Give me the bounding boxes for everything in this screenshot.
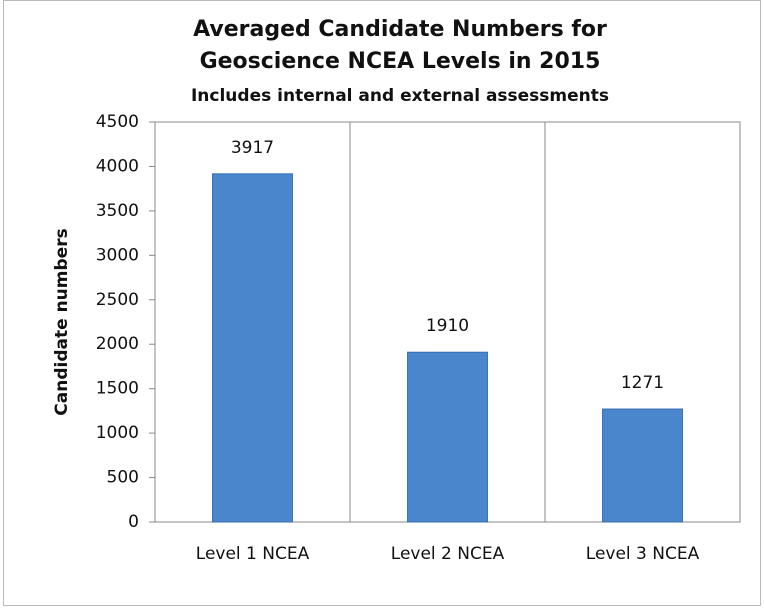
y-tick-label: 500 — [107, 468, 139, 488]
value-label: 3917 — [231, 138, 274, 158]
x-tick-label: Level 2 NCEA — [391, 544, 505, 564]
y-tick-label: 0 — [128, 512, 139, 532]
y-tick-label: 4000 — [96, 156, 139, 176]
chart-subtitle: Includes internal and external assessmen… — [190, 86, 610, 106]
y-tick-label: 1000 — [96, 423, 139, 443]
y-axis-label: Candidate numbers — [52, 228, 72, 415]
y-tick-label: 3500 — [96, 201, 139, 221]
y-tick-label: 3000 — [96, 245, 139, 265]
chart-title: Averaged Candidate Numbers for Geoscienc… — [193, 17, 607, 74]
y-tick-label: 2000 — [96, 334, 139, 354]
y-tick-label: 4500 — [96, 112, 139, 132]
chart-frame — [3, 0, 761, 606]
value-label: 1910 — [426, 316, 469, 336]
value-label: 1271 — [621, 373, 664, 393]
bar — [407, 351, 488, 523]
y-tick-label: 2500 — [96, 290, 139, 310]
y-tick-label: 1500 — [96, 379, 139, 399]
bar — [602, 408, 683, 523]
x-tick-label: Level 3 NCEA — [586, 544, 700, 564]
bar — [212, 173, 293, 523]
x-tick-label: Level 1 NCEA — [196, 544, 310, 564]
